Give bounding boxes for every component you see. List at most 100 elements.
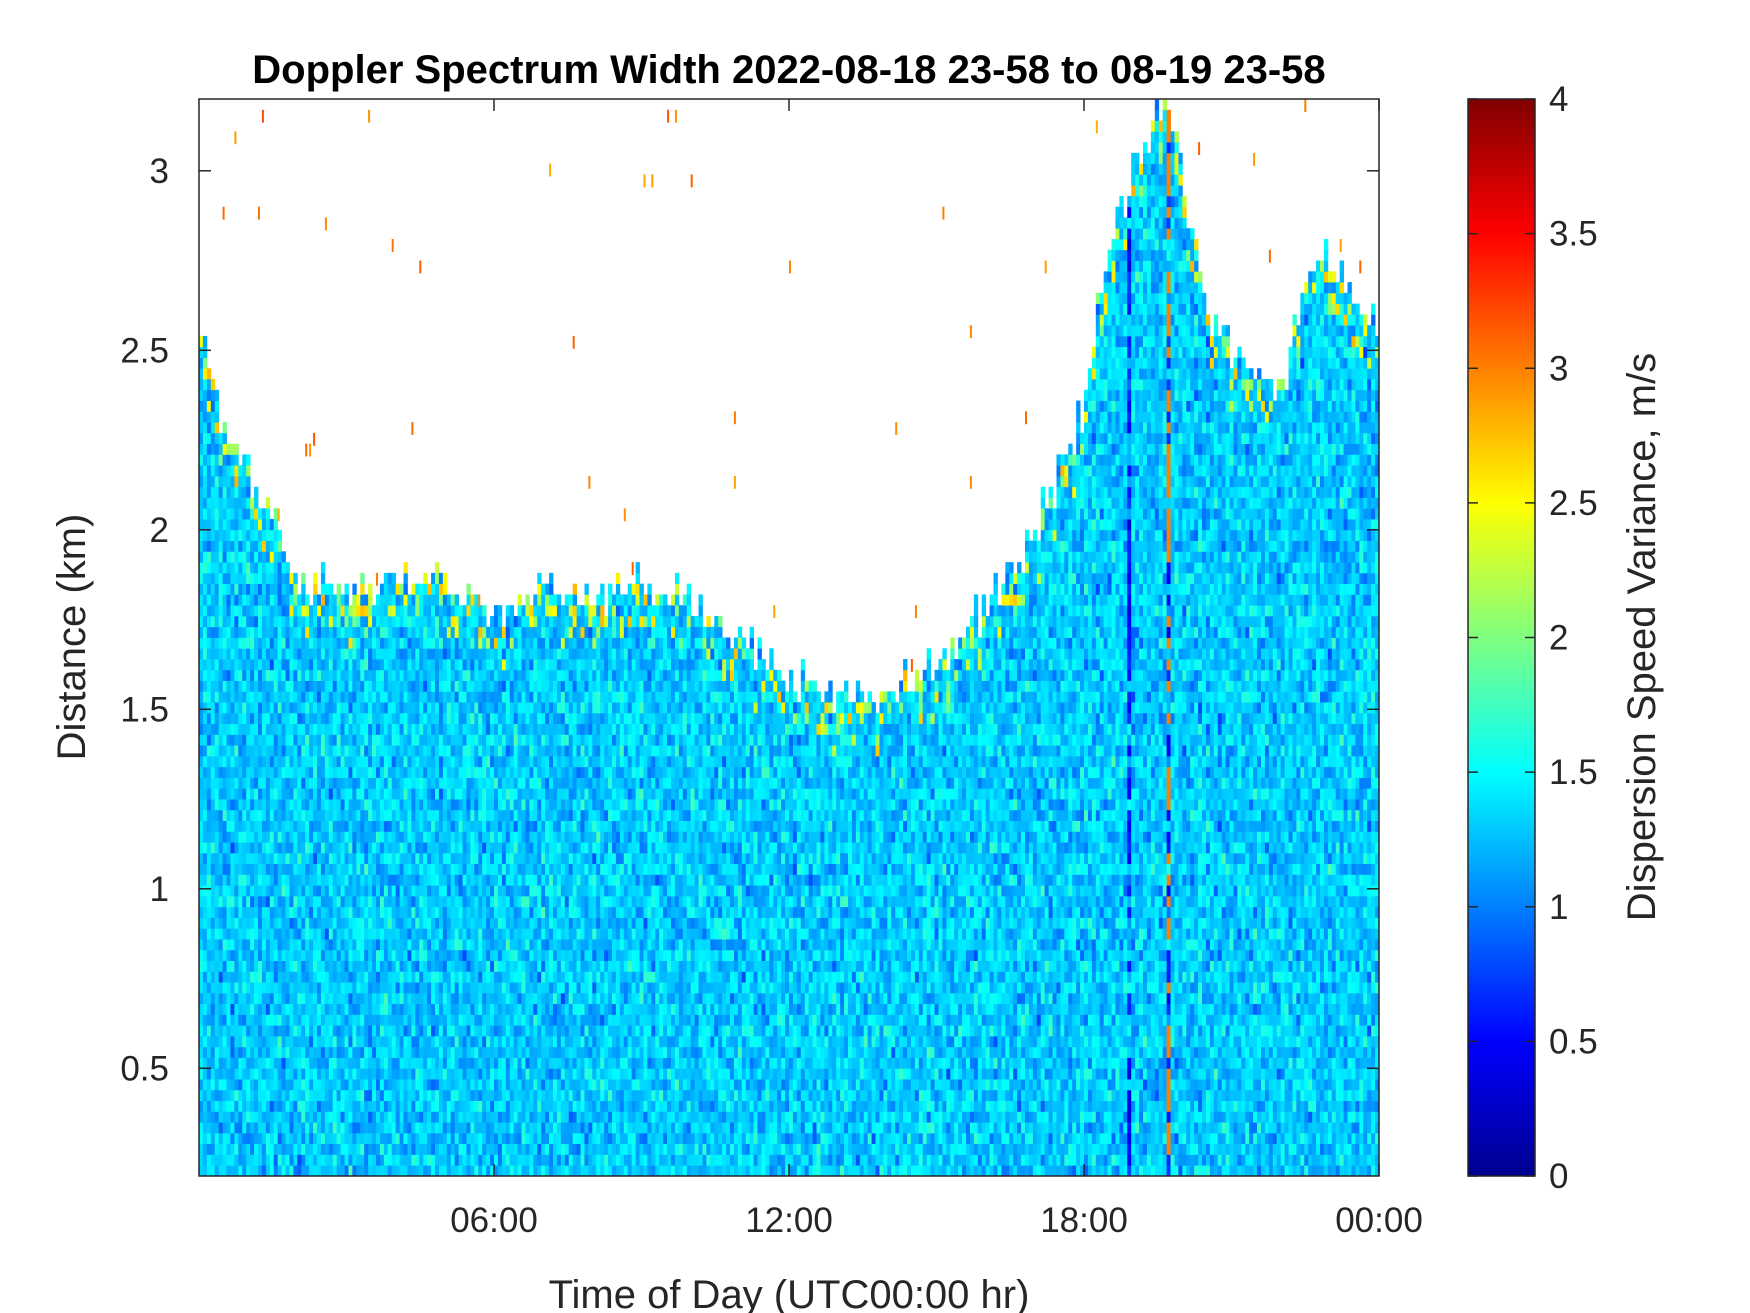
heatmap-cell — [379, 949, 385, 961]
heatmap-cell — [529, 777, 534, 789]
heatmap-cell — [218, 454, 223, 466]
heatmap-cell — [454, 992, 459, 1005]
heatmap-cell — [206, 497, 212, 509]
heatmap-cell — [423, 1003, 428, 1015]
heatmap-cell — [289, 809, 294, 821]
heatmap-cell — [250, 777, 255, 789]
heatmap-cell — [206, 917, 212, 929]
heatmap-cell — [497, 992, 503, 1005]
heatmap-cell — [293, 895, 298, 908]
heatmap-cell — [486, 939, 491, 951]
heatmap-cell — [376, 712, 381, 725]
heatmap-cell — [360, 777, 365, 789]
heatmap-cell — [415, 1057, 420, 1069]
heatmap-cell — [462, 1165, 467, 1177]
heatmap-cell — [340, 680, 345, 692]
heatmap-cell — [281, 605, 286, 617]
heatmap-cell — [372, 928, 377, 940]
heatmap-cell — [529, 1035, 534, 1048]
heatmap-cell — [328, 659, 334, 671]
heatmap-cell — [277, 508, 280, 522]
heatmap-cell — [301, 820, 306, 832]
heatmap-cell — [411, 594, 416, 606]
heatmap-cell — [372, 1068, 377, 1080]
heatmap-cell — [199, 572, 204, 585]
heatmap-cell — [466, 917, 471, 929]
heatmap-cell — [368, 1154, 373, 1166]
heatmap-cell — [226, 982, 231, 994]
heatmap-cell — [470, 1100, 475, 1112]
heatmap-cell — [273, 1014, 279, 1026]
heatmap-cell — [258, 820, 263, 832]
heatmap-cell — [415, 755, 420, 768]
heatmap-cell — [415, 637, 420, 649]
heatmap-cell — [521, 648, 526, 660]
heatmap-cell — [281, 572, 286, 585]
heatmap-cell — [261, 820, 267, 832]
heatmap-cell — [486, 960, 491, 972]
heatmap-cell — [258, 206, 260, 220]
heatmap-cell — [407, 1154, 412, 1166]
heatmap-cell — [360, 572, 365, 585]
heatmap-cell — [490, 1111, 495, 1123]
heatmap-cell — [269, 788, 275, 800]
heatmap-cell — [387, 1089, 393, 1102]
heatmap-cell — [458, 766, 463, 778]
heatmap-cell — [210, 1025, 216, 1037]
heatmap-cell — [352, 1122, 357, 1134]
heatmap-cell — [281, 863, 286, 875]
heatmap-cell — [254, 1100, 259, 1112]
heatmap-cell — [399, 637, 404, 649]
heatmap-cell — [313, 572, 318, 585]
heatmap-cell — [356, 626, 361, 638]
heatmap-cell — [411, 1035, 416, 1048]
heatmap-cell — [474, 594, 479, 606]
heatmap-cell — [250, 885, 255, 897]
heatmap-cell — [269, 1143, 275, 1155]
heatmap-cell — [494, 712, 499, 725]
heatmap-cell — [466, 874, 471, 886]
heatmap-cell — [348, 691, 353, 703]
heatmap-cell — [230, 583, 235, 595]
heatmap-cell — [305, 1046, 310, 1058]
heatmap-cell — [419, 1154, 424, 1166]
heatmap-cell — [210, 454, 216, 466]
heatmap-cell — [368, 906, 373, 918]
heatmap-cell — [234, 1122, 239, 1134]
heatmap-cell — [210, 519, 216, 531]
heatmap-cell — [462, 1132, 467, 1145]
heatmap-cell — [450, 1014, 456, 1026]
heatmap-cell — [517, 777, 522, 789]
heatmap-cell — [529, 949, 534, 961]
heatmap-cell — [199, 1079, 204, 1091]
heatmap-cell — [285, 885, 290, 897]
heatmap-cell — [313, 949, 318, 961]
heatmap-cell — [419, 1035, 424, 1048]
heatmap-cell — [379, 766, 385, 778]
heatmap-cell — [202, 777, 208, 789]
heatmap-cell — [258, 551, 263, 563]
heatmap-cell — [490, 788, 495, 800]
heatmap-cell — [250, 1057, 255, 1069]
heatmap-cell — [537, 949, 542, 961]
heatmap-cell — [494, 669, 499, 681]
heatmap-cell — [517, 669, 522, 681]
heatmap-cell — [470, 852, 475, 865]
heatmap-cell — [301, 992, 306, 1005]
heatmap-cell — [317, 626, 322, 638]
heatmap-cell — [246, 680, 251, 692]
heatmap-cell — [423, 842, 428, 854]
heatmap-cell — [517, 615, 522, 628]
heatmap-cell — [537, 1100, 542, 1112]
heatmap-cell — [494, 799, 499, 811]
heatmap-cell — [423, 766, 428, 778]
heatmap-cell — [269, 755, 275, 768]
heatmap-cell — [226, 659, 231, 671]
heatmap-cell — [199, 529, 204, 541]
heatmap-cell — [403, 572, 408, 585]
heatmap-cell — [261, 626, 267, 638]
heatmap-cell — [419, 777, 424, 789]
heatmap-cell — [372, 1079, 377, 1091]
heatmap-cell — [399, 928, 404, 940]
heatmap-cell — [258, 1122, 263, 1134]
